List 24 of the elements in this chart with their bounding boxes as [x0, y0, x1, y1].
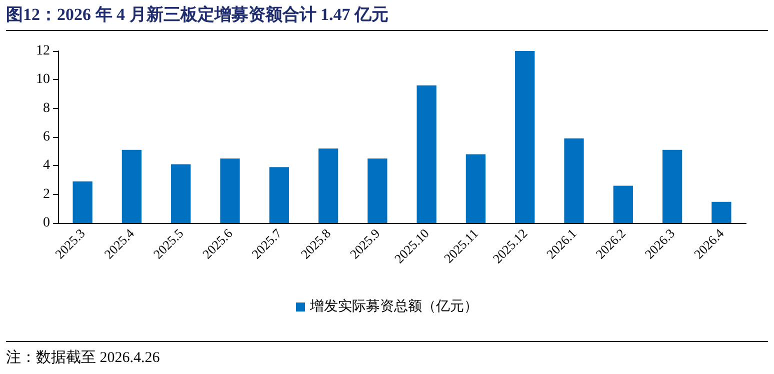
- bar: [662, 150, 682, 223]
- bar: [318, 148, 338, 223]
- bar: [564, 138, 584, 223]
- bar: [122, 150, 142, 223]
- y-tick-label: 10: [36, 72, 50, 88]
- bar: [171, 164, 191, 223]
- bar: [72, 181, 92, 223]
- bar: [368, 158, 388, 223]
- y-tick-label: 2: [43, 186, 50, 202]
- y-tick-label: 0: [43, 216, 50, 230]
- y-tick-label: 4: [43, 158, 50, 174]
- legend-label: 增发实际募资总额（亿元）: [309, 298, 478, 314]
- chart-title: 图12：2026 年 4 月新三板定增募资额合计 1.47 亿元: [6, 0, 768, 31]
- text: 注：数据截至 2026.4.26: [6, 350, 160, 366]
- bar: [269, 167, 289, 223]
- bar: [220, 158, 240, 223]
- bar: [613, 186, 633, 223]
- y-tick-label: 8: [43, 100, 50, 116]
- y-tick-label: 12: [36, 44, 50, 58]
- bar: [466, 154, 486, 223]
- bar: [712, 202, 732, 223]
- y-tick-label: 6: [43, 130, 50, 144]
- bar: [416, 85, 436, 223]
- bar: [515, 51, 535, 223]
